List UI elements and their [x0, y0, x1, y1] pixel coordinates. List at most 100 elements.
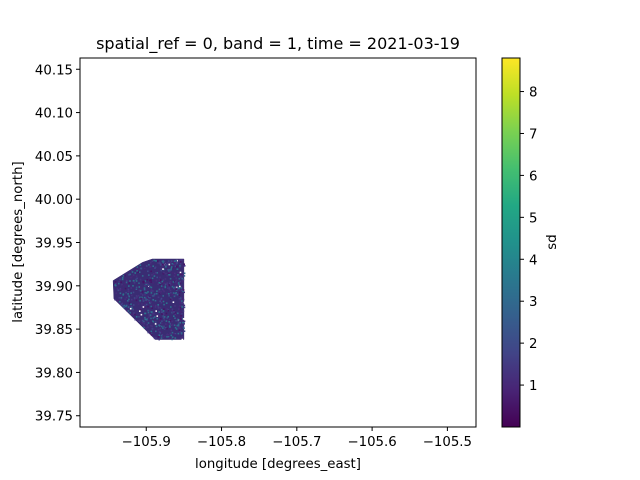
raster-pixel	[144, 318, 147, 321]
raster-pixel	[167, 333, 170, 336]
raster-pixel	[147, 300, 149, 302]
raster-pixel	[158, 279, 161, 281]
raster-pixel	[123, 304, 126, 307]
raster-pixel	[158, 262, 160, 265]
raster-pixel	[174, 281, 177, 283]
raster-pixel	[183, 304, 186, 307]
raster-pixel	[174, 288, 176, 290]
raster-pixel	[160, 269, 163, 272]
raster-pixel	[171, 264, 173, 267]
raster-pixel	[181, 289, 183, 292]
raster-pixel	[177, 312, 179, 315]
raster-pixel	[179, 276, 182, 278]
raster-pixel	[148, 295, 151, 298]
raster-pixel	[183, 320, 186, 323]
raster-pixel	[142, 320, 145, 323]
raster-pixel	[153, 275, 156, 277]
raster-pixel	[159, 279, 162, 281]
raster-pixel	[157, 296, 160, 299]
raster-pixel	[132, 274, 135, 276]
raster-pixel	[176, 282, 178, 284]
raster-pixel	[182, 265, 185, 267]
raster-pixel	[149, 263, 152, 265]
raster-pixel	[174, 334, 176, 336]
raster-pixel	[147, 322, 150, 324]
raster-pixel	[131, 276, 134, 278]
raster-pixel	[169, 292, 172, 294]
raster-pixel	[172, 332, 175, 335]
raster-pixel	[131, 307, 133, 310]
raster-pixel	[162, 310, 165, 312]
raster-pixel	[152, 304, 155, 307]
raster-pixel	[180, 315, 182, 317]
x-tick-label: −105.7	[272, 435, 321, 450]
raster-pixel	[164, 283, 167, 286]
raster-pixel	[147, 331, 149, 334]
raster-pixel	[153, 312, 155, 315]
raster-pixel	[150, 311, 153, 314]
raster-pixel	[168, 325, 171, 327]
raster-pixel	[174, 324, 177, 327]
raster-pixel	[169, 332, 172, 335]
raster-pixel	[145, 303, 148, 306]
raster-pixel	[114, 284, 116, 286]
raster-pixel	[128, 298, 130, 301]
raster-pixel	[183, 306, 186, 309]
raster-pixel	[162, 312, 165, 314]
colorbar-axis: 1 2 3 4 5 6 7 8	[520, 86, 537, 394]
raster-pixel	[133, 279, 135, 282]
y-tick-label: 40.10	[35, 107, 73, 122]
raster-pixel	[159, 276, 161, 279]
y-tick-label: 40.00	[35, 193, 73, 208]
raster-pixel	[143, 306, 146, 309]
raster-pixel	[150, 334, 153, 336]
raster-pixel	[172, 293, 174, 296]
raster-pixel	[155, 325, 158, 328]
y-tick-label: 39.80	[35, 366, 73, 381]
raster-pixel	[144, 312, 147, 315]
raster-pixel	[129, 273, 131, 276]
raster-pixel	[168, 270, 170, 272]
raster-pixel	[175, 259, 177, 262]
colorbar-tick-label: 1	[529, 379, 537, 394]
raster-pixel	[152, 321, 155, 323]
raster-pixel	[179, 265, 181, 267]
raster-pixel	[178, 306, 181, 308]
raster-pixel	[125, 304, 128, 307]
plot-frame	[79, 57, 477, 428]
raster-pixel	[167, 336, 170, 338]
raster-pixel	[135, 316, 138, 318]
raster-pixel	[183, 323, 185, 325]
raster-pixel	[177, 327, 180, 330]
raster-pixel	[181, 336, 184, 338]
y-axis: 39.75 39.80 39.85 39.90 39.95 40.00 40.05 40.10…	[35, 63, 80, 425]
raster-pixel	[131, 298, 133, 301]
raster-pixel	[174, 261, 176, 264]
raster-pixel	[169, 262, 172, 264]
raster-pixel	[160, 263, 162, 266]
raster-pixel	[123, 306, 125, 309]
raster-pixel	[132, 285, 134, 287]
y-tick-label: 39.85	[35, 323, 73, 338]
raster-pixel	[154, 266, 157, 268]
raster-pixel	[175, 288, 177, 291]
raster-pixel	[179, 321, 181, 324]
raster-pixel	[134, 313, 136, 316]
raster-pixel	[118, 281, 120, 283]
raster-pixel	[178, 287, 180, 290]
raster-pixel	[168, 272, 170, 275]
raster-pixel	[176, 268, 179, 270]
raster-pixel	[176, 283, 179, 286]
raster-pixel	[125, 281, 128, 284]
raster-pixel	[177, 324, 180, 327]
raster-pixel	[176, 262, 178, 264]
raster-pixel	[168, 293, 170, 295]
raster-pixel	[158, 282, 161, 284]
raster-pixel	[171, 320, 173, 323]
raster-pixel	[166, 292, 168, 295]
raster-pixel	[119, 292, 122, 295]
raster-pixel	[171, 338, 173, 341]
raster-pixel	[161, 263, 164, 266]
raster-pixel	[177, 332, 180, 335]
raster-pixel	[179, 306, 182, 309]
